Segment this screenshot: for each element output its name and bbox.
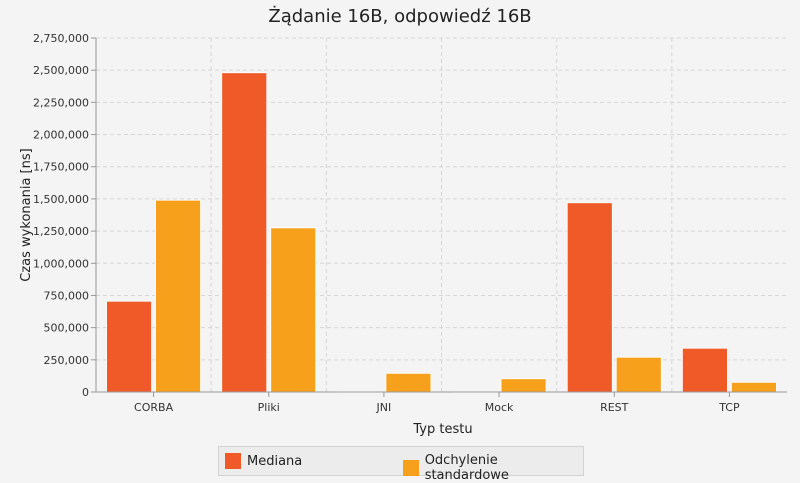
y-tick-label: 250,000 [44, 354, 90, 367]
legend-item-mediana: Mediana [225, 453, 302, 469]
bar-corba-mediana [106, 300, 152, 393]
bar-pliki-mediana [221, 72, 268, 393]
legend-item-odchylenie: Odchylenie standardowe [403, 453, 583, 483]
legend: Mediana Odchylenie standardowe [218, 446, 584, 483]
bar-corba-odchylenie [155, 199, 201, 393]
y-tick-label: 1,750,000 [33, 161, 89, 174]
bars [106, 72, 777, 393]
y-tick-label: 2,750,000 [33, 32, 89, 45]
y-tick-label: 2,000,000 [33, 129, 89, 142]
y-tick-label: 500,000 [44, 322, 90, 335]
y-tick-label: 1,250,000 [33, 225, 89, 238]
y-tick-label: 2,250,000 [33, 96, 89, 109]
legend-swatch-odchylenie [403, 460, 419, 476]
y-axis-title: Czas wykonania [ns] [19, 148, 34, 281]
legend-swatch-mediana [225, 453, 241, 469]
legend-label-odchylenie: Odchylenie standardowe [424, 453, 509, 483]
y-tick-label: 750,000 [44, 289, 90, 302]
y-tick-label: 1,000,000 [33, 257, 89, 270]
bar-rest-mediana [566, 202, 613, 393]
y-tick-label: 0 [82, 386, 89, 399]
bar-mock-odchylenie [500, 378, 547, 393]
bar-rest-odchylenie [615, 356, 662, 393]
y-tick-label: 2,500,000 [33, 64, 89, 77]
bar-tcp-odchylenie [731, 381, 777, 393]
axes: 0 250,000 500,000 750,000 1,000,000 1,250,000… [33, 32, 787, 414]
x-axis-title: Typ testu [412, 422, 472, 437]
bar-pliki-odchylenie [270, 227, 317, 393]
x-tick-label: REST [600, 401, 629, 414]
bar-tcp-mediana [682, 347, 728, 393]
bar-jni-odchylenie [385, 372, 432, 393]
x-tick-label: TCP [718, 401, 740, 414]
x-tick-label: JNI [376, 401, 392, 414]
chart-title: Żądanie 16B, odpowiedź 16B [268, 6, 532, 27]
x-tick-label: Mock [485, 401, 514, 414]
gridlines [96, 37, 787, 392]
legend-label-mediana: Mediana [247, 453, 303, 469]
y-tick-label: 1,500,000 [33, 193, 89, 206]
x-tick-label: Pliki [258, 401, 280, 414]
x-tick-label: CORBA [134, 401, 174, 414]
